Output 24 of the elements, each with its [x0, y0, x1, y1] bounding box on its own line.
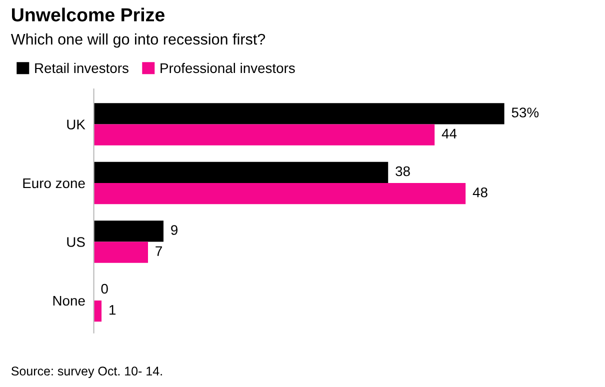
- bar: [94, 124, 435, 146]
- legend-label: Retail investors: [35, 62, 128, 74]
- y-tick-label: None: [53, 296, 85, 306]
- bar: [94, 162, 388, 184]
- legend-label: Professional investors: [160, 62, 295, 74]
- data-label: 1: [110, 305, 116, 315]
- data-label: 9: [171, 225, 178, 235]
- bar: [94, 300, 102, 322]
- chart-title: Unwelcome Prize: [12, 8, 164, 22]
- source-note: Source: survey Oct. 10- 14.: [11, 366, 162, 378]
- bar: [94, 242, 148, 263]
- y-tick-label: Euro zone: [23, 178, 85, 188]
- bar: [94, 220, 164, 242]
- bar: [94, 103, 504, 124]
- chart-subtitle: Which one will go into recession first?: [10, 33, 266, 48]
- data-label: 7: [156, 246, 162, 256]
- data-label: 38: [396, 166, 410, 176]
- bar: [94, 183, 466, 204]
- y-tick-label: UK: [67, 120, 86, 130]
- data-label: 44: [442, 128, 457, 138]
- y-tick-label: US: [67, 237, 85, 247]
- data-label: 0: [101, 284, 108, 294]
- data-label: 48: [472, 187, 488, 198]
- data-label: 53%: [512, 108, 539, 118]
